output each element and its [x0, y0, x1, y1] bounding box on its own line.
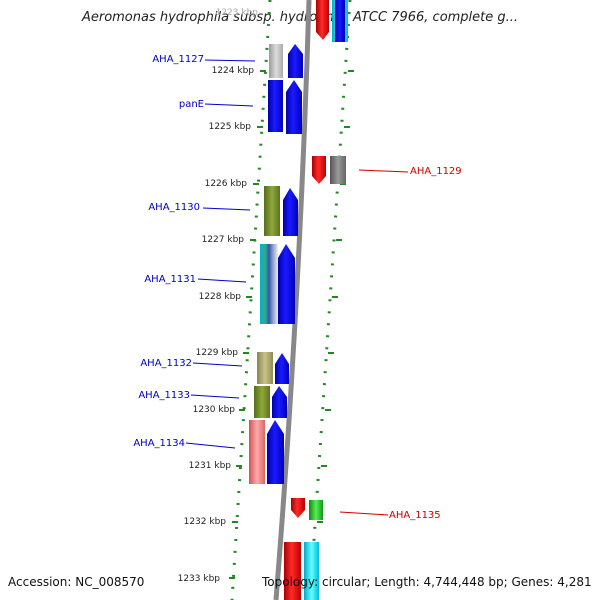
kbp-label: 1227 kbp — [202, 235, 245, 245]
accession-label: Accession: NC_008570 — [8, 575, 145, 589]
gene-forward[interactable] — [286, 80, 302, 134]
genome-title: Aeromonas hydrophila subsp. hydrophila A… — [81, 10, 519, 25]
genome-backbone — [273, 0, 312, 600]
gene-label-aha-1132: AHA_1132 — [140, 358, 192, 369]
gene-label-aha-1131: AHA_1131 — [144, 274, 196, 285]
gene-cog[interactable] — [304, 542, 319, 600]
gene-label-aha-1134: AHA_1134 — [133, 438, 185, 449]
kbp-label: 1232 kbp — [184, 517, 227, 527]
gene-forward[interactable] — [288, 44, 303, 78]
kbp-label: 1228 kbp — [199, 292, 242, 302]
gene-label-leaders — [185, 59, 409, 516]
gene-cog[interactable] — [249, 420, 265, 484]
kbp-label: 1225 kbp — [209, 122, 252, 132]
kbp-label: 1233 kbp — [178, 574, 221, 584]
gene-reverse[interactable] — [284, 542, 301, 600]
gene-forward[interactable] — [283, 188, 298, 236]
kbp-label: 1229 kbp — [196, 348, 239, 358]
kbp-label: 1230 kbp — [193, 405, 236, 415]
kbp-label: 1226 kbp — [205, 179, 248, 189]
gene-forward[interactable] — [335, 0, 345, 42]
gene-cog[interactable] — [330, 156, 346, 184]
gene-cog[interactable] — [264, 186, 280, 236]
kbp-label: 1224 kbp — [212, 66, 255, 76]
gene-label-aha-1129: AHA_1129 — [410, 166, 462, 177]
gene-cog[interactable] — [260, 244, 278, 324]
gene-forward[interactable] — [272, 386, 287, 418]
kbp-label: 1223 kbp — [216, 8, 259, 18]
gene-forward[interactable] — [275, 353, 289, 384]
gene-label-aha-1133: AHA_1133 — [138, 390, 190, 401]
gene-reverse[interactable] — [291, 498, 305, 518]
gene-label-aha-1135: AHA_1135 — [389, 510, 441, 521]
gene-reverse[interactable] — [316, 0, 329, 40]
gene-reverse[interactable] — [312, 156, 326, 184]
genome-summary: Topology: circular; Length: 4,744,448 bp… — [262, 575, 592, 589]
gene-label-pane: panE — [179, 99, 204, 110]
gene-cog[interactable] — [257, 352, 273, 384]
gene-features[interactable] — [249, 0, 348, 600]
gene-cog[interactable] — [309, 500, 323, 520]
gene-forward[interactable] — [267, 420, 284, 484]
outer-ruler-dots — [308, 0, 352, 600]
gene-cog[interactable] — [254, 386, 270, 418]
gene-label-aha-1130: AHA_1130 — [148, 202, 200, 213]
inner-ruler-dots — [230, 0, 272, 600]
gene-cog[interactable] — [269, 44, 283, 78]
gene-label-aha-1127: AHA_1127 — [152, 54, 204, 65]
gene-cog[interactable] — [268, 80, 283, 132]
kbp-label: 1231 kbp — [189, 461, 232, 471]
gene-forward[interactable] — [278, 244, 295, 324]
